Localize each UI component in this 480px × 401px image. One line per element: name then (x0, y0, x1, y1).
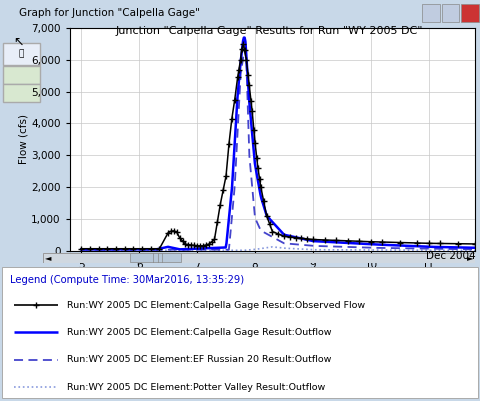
Run:WY 2005 DC Element:EF Russian 20 Result:Outflow (292, 242, 298, 247)
Run:WY 2005 DC Element:Potter Valley Result:Outflow (464, 248, 469, 253)
Text: Run:WY 2005 DC Element:Potter Valley Result:Outflow: Run:WY 2005 DC Element:Potter Valley Res… (67, 383, 325, 392)
Run:WY 2005 DC Element:EF Russian 20 Result:Outflow (78, 247, 84, 252)
Run:WY 2005 DC Element:Calpella Gage Result:Outflow (266, 216, 272, 221)
Run:WY 2005 DC Element:Calpella Gage Result:Observed Flow (472, 241, 478, 246)
Run:WY 2005 DC Element:Potter Valley Result:Outflow (268, 245, 274, 249)
Line: Run:WY 2005 DC Element:EF Russian 20 Result:Outflow: Run:WY 2005 DC Element:EF Russian 20 Res… (81, 50, 475, 250)
Run:WY 2005 DC Element:EF Russian 20 Result:Outflow (464, 247, 469, 252)
Bar (442, 4, 459, 22)
Line: Run:WY 2005 DC Element:Potter Valley Result:Outflow: Run:WY 2005 DC Element:Potter Valley Res… (81, 247, 475, 250)
Run:WY 2005 DC Element:Potter Valley Result:Outflow (292, 246, 298, 251)
Text: Dec 2004: Dec 2004 (426, 251, 475, 261)
Run:WY 2005 DC Element:Calpella Gage Result:Observed Flow (180, 239, 185, 243)
Run:WY 2005 DC Element:Calpella Gage Result:Outflow (402, 243, 408, 248)
Run:WY 2005 DC Element:Potter Valley Result:Outflow (402, 248, 408, 253)
Run:WY 2005 DC Element:Calpella Gage Result:Outflow (269, 219, 275, 223)
Text: ↖: ↖ (13, 36, 24, 49)
Run:WY 2005 DC Element:Calpella Gage Result:Observed Flow (245, 73, 251, 77)
Text: Run:WY 2005 DC Element:Calpella Gage Result:Observed Flow: Run:WY 2005 DC Element:Calpella Gage Res… (67, 300, 365, 310)
Text: ◄: ◄ (45, 253, 52, 262)
FancyBboxPatch shape (3, 84, 40, 102)
Run:WY 2005 DC Element:Calpella Gage Result:Observed Flow (240, 42, 246, 47)
Run:WY 2005 DC Element:EF Russian 20 Result:Outflow (242, 47, 248, 52)
Run:WY 2005 DC Element:Potter Valley Result:Outflow (78, 248, 84, 253)
FancyBboxPatch shape (3, 43, 40, 65)
Run:WY 2005 DC Element:EF Russian 20 Result:Outflow (472, 247, 478, 252)
Line: Run:WY 2005 DC Element:Calpella Gage Result:Outflow: Run:WY 2005 DC Element:Calpella Gage Res… (81, 38, 475, 249)
Run:WY 2005 DC Element:Calpella Gage Result:Observed Flow (246, 83, 252, 88)
Run:WY 2005 DC Element:Calpella Gage Result:Outflow (241, 35, 247, 40)
Bar (130, 253, 181, 262)
Text: Legend (Compute Time: 30Mar2016, 13:35:29): Legend (Compute Time: 30Mar2016, 13:35:2… (10, 275, 244, 285)
Y-axis label: Flow (cfs): Flow (cfs) (18, 114, 28, 164)
Run:WY 2005 DC Element:Calpella Gage Result:Observed Flow (206, 242, 212, 247)
Run:WY 2005 DC Element:Calpella Gage Result:Observed Flow (182, 242, 188, 247)
Run:WY 2005 DC Element:EF Russian 20 Result:Outflow (269, 234, 275, 239)
Run:WY 2005 DC Element:Calpella Gage Result:Observed Flow (78, 246, 84, 251)
Run:WY 2005 DC Element:Calpella Gage Result:Outflow (292, 235, 298, 239)
Run:WY 2005 DC Element:EF Russian 20 Result:Outflow (402, 246, 408, 251)
Line: Run:WY 2005 DC Element:Calpella Gage Result:Observed Flow: Run:WY 2005 DC Element:Calpella Gage Res… (78, 41, 479, 252)
Run:WY 2005 DC Element:Calpella Gage Result:Outflow (78, 247, 84, 252)
Run:WY 2005 DC Element:Potter Valley Result:Outflow (472, 248, 478, 253)
Run:WY 2005 DC Element:Calpella Gage Result:Outflow (464, 245, 469, 250)
Bar (422, 4, 440, 22)
FancyBboxPatch shape (3, 65, 40, 84)
Text: Run:WY 2005 DC Element:EF Russian 20 Result:Outflow: Run:WY 2005 DC Element:EF Russian 20 Res… (67, 355, 332, 365)
Run:WY 2005 DC Element:Calpella Gage Result:Outflow (472, 245, 478, 250)
Bar (461, 4, 479, 22)
Run:WY 2005 DC Element:EF Russian 20 Result:Outflow (266, 233, 272, 237)
Run:WY 2005 DC Element:Potter Valley Result:Outflow (269, 245, 275, 249)
Run:WY 2005 DC Element:Calpella Gage Result:Observed Flow (380, 240, 385, 245)
Run:WY 2005 DC Element:EF Russian 20 Result:Outflow (313, 243, 319, 248)
Run:WY 2005 DC Element:Calpella Gage Result:Outflow (313, 239, 319, 244)
Run:WY 2005 DC Element:Potter Valley Result:Outflow (265, 245, 271, 250)
Text: ►: ► (467, 253, 473, 262)
Text: Run:WY 2005 DC Element:Calpella Gage Result:Outflow: Run:WY 2005 DC Element:Calpella Gage Res… (67, 328, 332, 337)
FancyBboxPatch shape (2, 267, 478, 398)
Text: Junction "Calpella Gage" Results for Run "WY 2005 DC": Junction "Calpella Gage" Results for Run… (115, 26, 422, 36)
Text: Graph for Junction "Calpella Gage": Graph for Junction "Calpella Gage" (19, 8, 200, 18)
Run:WY 2005 DC Element:Potter Valley Result:Outflow (313, 247, 319, 252)
Text: 🔍: 🔍 (19, 49, 24, 59)
